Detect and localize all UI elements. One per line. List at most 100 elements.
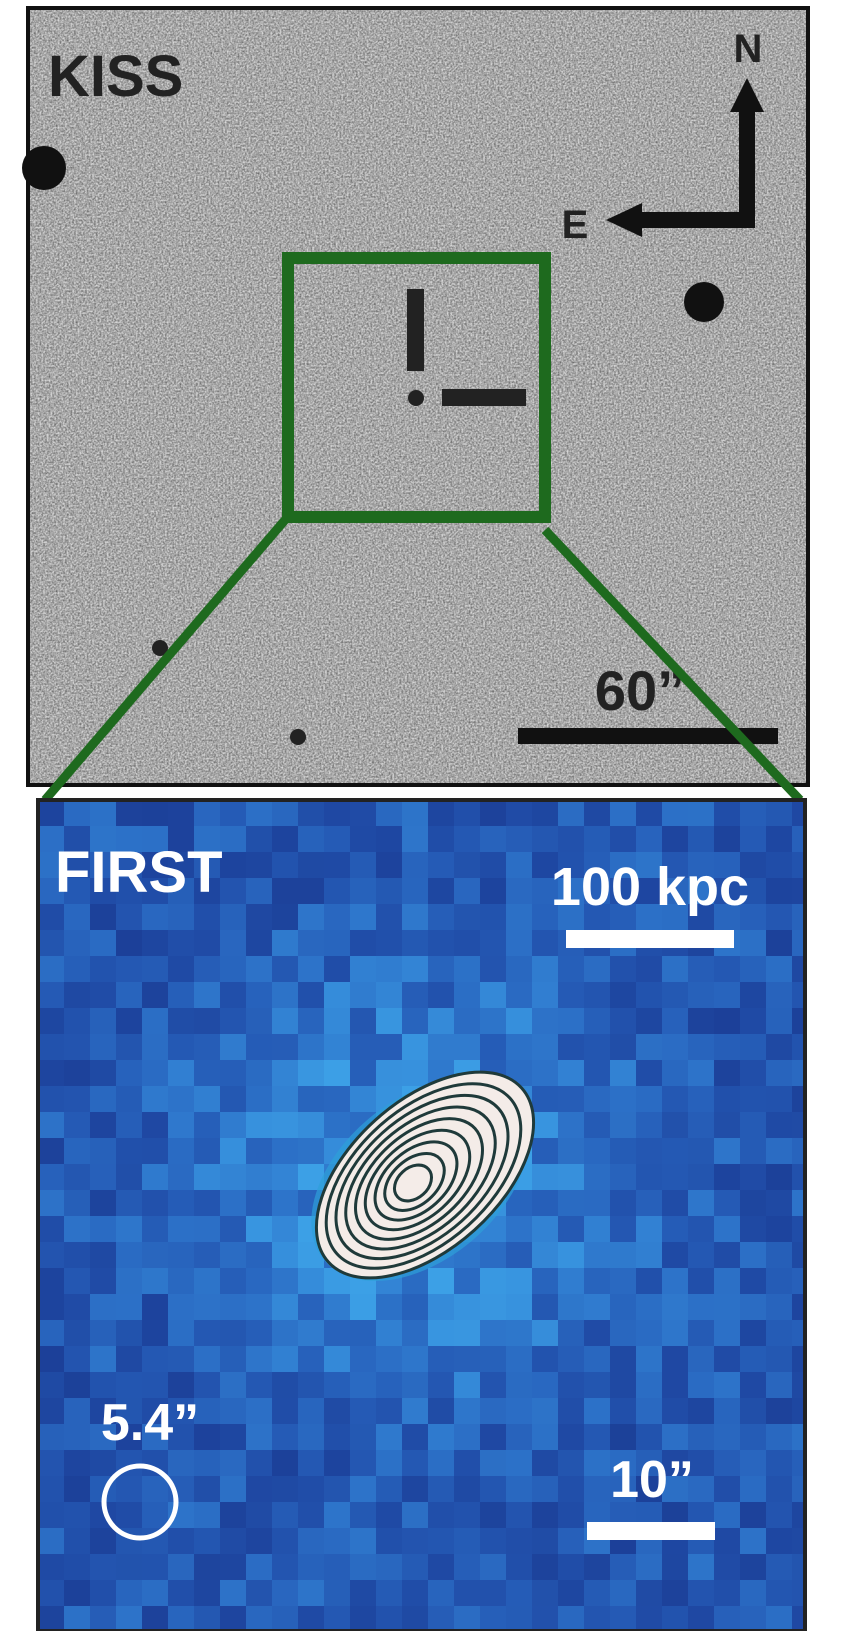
pixel xyxy=(38,1060,65,1087)
pixel xyxy=(298,1580,325,1607)
pixel xyxy=(142,1346,169,1373)
pixel xyxy=(584,1554,611,1581)
pixel xyxy=(350,1424,377,1451)
pixel xyxy=(220,1034,247,1061)
pixel xyxy=(610,1242,637,1269)
pixel xyxy=(116,1060,143,1087)
pixel xyxy=(38,1580,65,1607)
pixel xyxy=(688,1060,715,1087)
pixel xyxy=(506,1008,533,1035)
pixel xyxy=(64,1138,91,1165)
pixel xyxy=(636,1242,663,1269)
pixel xyxy=(194,1268,221,1295)
pixel xyxy=(454,1424,481,1451)
panel-label: FIRST xyxy=(55,840,223,905)
pixel xyxy=(480,1320,507,1347)
pixel xyxy=(194,1138,221,1165)
pixel xyxy=(714,826,741,853)
pixel xyxy=(532,1554,559,1581)
pixel xyxy=(480,826,507,853)
pixel xyxy=(246,1112,273,1139)
pixel xyxy=(766,930,793,957)
pixel xyxy=(714,1086,741,1113)
pixel xyxy=(558,1008,585,1035)
pixel xyxy=(766,1554,793,1581)
pixel xyxy=(90,1086,117,1113)
pixel xyxy=(480,1008,507,1035)
pixel xyxy=(662,1138,689,1165)
pixel xyxy=(142,1268,169,1295)
scale-label: 100 kpc xyxy=(551,857,749,917)
pixel xyxy=(350,800,377,827)
pixel xyxy=(610,1034,637,1061)
pixel xyxy=(428,1502,455,1529)
pixel xyxy=(64,1476,91,1503)
pixel xyxy=(402,1424,429,1451)
pixel xyxy=(142,1216,169,1243)
pixel xyxy=(376,1606,403,1631)
pixel xyxy=(402,1346,429,1373)
pixel xyxy=(688,1190,715,1217)
pixel xyxy=(272,1060,299,1087)
pixel xyxy=(220,826,247,853)
pixel xyxy=(532,1476,559,1503)
pixel xyxy=(90,904,117,931)
pixel xyxy=(766,1164,793,1191)
star xyxy=(22,146,66,190)
pixel xyxy=(584,982,611,1009)
pixel xyxy=(350,1606,377,1631)
pixel xyxy=(636,1008,663,1035)
pixel xyxy=(766,1580,793,1607)
pixel xyxy=(714,1372,741,1399)
pixel xyxy=(220,1216,247,1243)
pixel xyxy=(194,1112,221,1139)
pixel xyxy=(584,1242,611,1269)
pixel xyxy=(90,1606,117,1631)
pixel xyxy=(584,1112,611,1139)
pixel xyxy=(688,1034,715,1061)
pixel xyxy=(636,1372,663,1399)
pixel xyxy=(168,904,195,931)
pixel xyxy=(584,800,611,827)
pixel xyxy=(558,1450,585,1477)
pixel xyxy=(376,1502,403,1529)
pixel xyxy=(194,1606,221,1631)
pixel xyxy=(402,826,429,853)
pixel xyxy=(584,1138,611,1165)
pixel xyxy=(64,1112,91,1139)
pixel xyxy=(246,852,273,879)
pixel xyxy=(90,930,117,957)
pixel xyxy=(38,1008,65,1035)
pixel xyxy=(662,800,689,827)
pixel xyxy=(532,1502,559,1529)
pixel xyxy=(272,982,299,1009)
pixel xyxy=(246,1190,273,1217)
pixel xyxy=(272,1190,299,1217)
pixel xyxy=(532,982,559,1009)
pixel xyxy=(116,1190,143,1217)
pixel xyxy=(454,956,481,983)
pixel xyxy=(168,1242,195,1269)
pixel xyxy=(532,930,559,957)
pixel xyxy=(324,878,351,905)
pixel xyxy=(402,904,429,931)
pixel xyxy=(220,1346,247,1373)
pixel xyxy=(246,1294,273,1321)
pixel xyxy=(116,1138,143,1165)
pixel xyxy=(168,1164,195,1191)
pixel xyxy=(454,1450,481,1477)
pixel xyxy=(298,852,325,879)
pixel xyxy=(272,1268,299,1295)
pixel xyxy=(532,1320,559,1347)
pixel xyxy=(402,1502,429,1529)
pixel xyxy=(298,1606,325,1631)
pixel xyxy=(194,1190,221,1217)
pixel xyxy=(376,956,403,983)
pixel xyxy=(298,1398,325,1425)
pixel xyxy=(350,1398,377,1425)
pixel xyxy=(480,1528,507,1555)
pixel xyxy=(64,1216,91,1243)
pixel xyxy=(766,1242,793,1269)
pixel xyxy=(610,1164,637,1191)
pixel xyxy=(220,1008,247,1035)
